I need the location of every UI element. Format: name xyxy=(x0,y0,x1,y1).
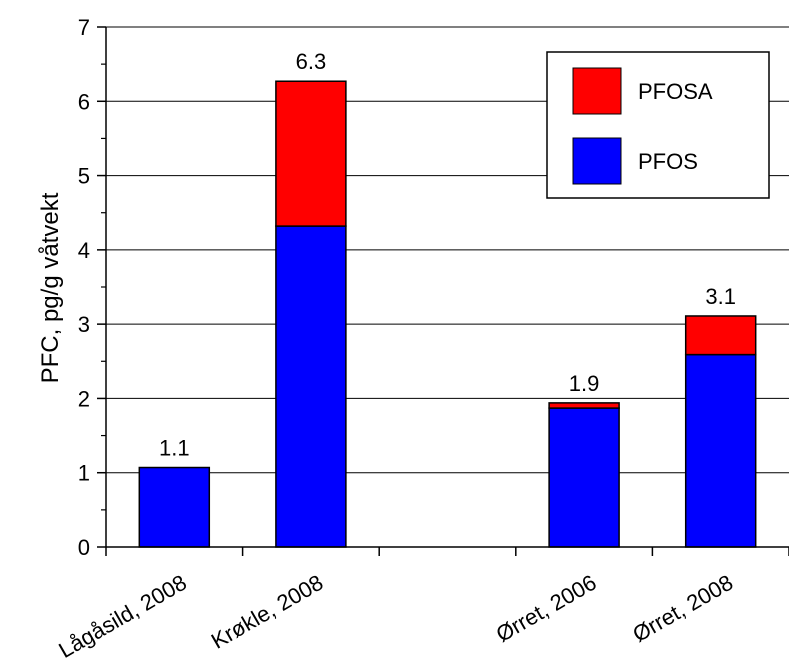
y-tick-label-3: 3 xyxy=(78,312,90,337)
legend-label-pfos: PFOS xyxy=(638,149,698,174)
data-label-0: 1.1 xyxy=(159,436,190,461)
bar-pfos-0 xyxy=(138,466,211,548)
y-tick-label-6: 6 xyxy=(78,89,90,114)
axes xyxy=(97,26,789,556)
y-tick-label-7: 7 xyxy=(78,15,90,40)
data-label-3: 1.9 xyxy=(569,371,600,396)
legend: PFOSA PFOS xyxy=(546,51,770,199)
bar-pfosa-1 xyxy=(275,80,347,227)
grid-lines xyxy=(106,26,789,474)
y-tick-label-0: 0 xyxy=(78,535,90,560)
data-label-1: 6.3 xyxy=(296,49,327,74)
y-tick-label-5: 5 xyxy=(78,164,90,189)
bar-pfos-1 xyxy=(275,225,347,548)
x-category-label-4: Ørret, 2008 xyxy=(628,570,737,647)
y-tick-label-4: 4 xyxy=(78,238,90,263)
legend-swatch-pfos xyxy=(572,137,622,185)
legend-label-pfosa: PFOSA xyxy=(638,79,713,104)
x-category-label-3: Ørret, 2006 xyxy=(492,570,601,647)
y-tick-label-1: 1 xyxy=(78,461,90,486)
legend-swatch-pfosa xyxy=(572,67,622,115)
bar-pfosa-4 xyxy=(684,315,757,356)
data-label-4: 3.1 xyxy=(705,284,736,309)
y-tick-label-2: 2 xyxy=(78,386,90,411)
x-category-label-1: Krøkle, 2008 xyxy=(207,570,328,654)
x-category-label-0: Lågåsild, 2008 xyxy=(54,570,190,663)
bar-pfos-3 xyxy=(548,407,620,548)
bars xyxy=(138,80,757,548)
y-axis-title: PFC, pg/g våtvekt xyxy=(37,192,64,383)
bar-pfosa-3 xyxy=(548,402,620,409)
bar-pfos-4 xyxy=(684,353,757,548)
